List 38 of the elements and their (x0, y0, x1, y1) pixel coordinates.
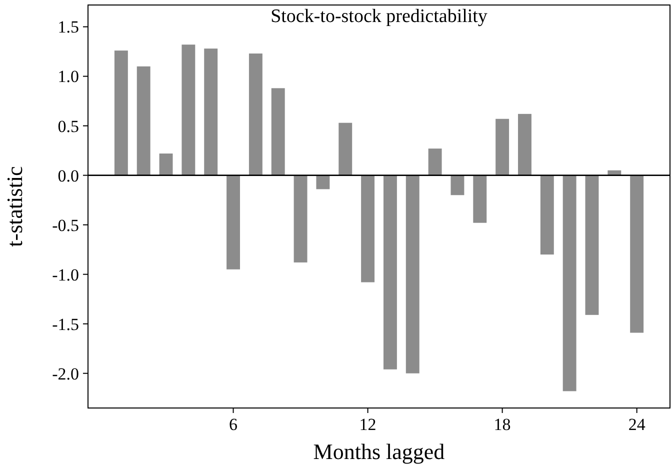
y-tick-label: 1.0 (58, 67, 79, 86)
chart-title: Stock-to-stock predictability (270, 6, 488, 27)
y-tick-label: -0.5 (52, 216, 79, 235)
bar (383, 175, 397, 370)
bar (114, 50, 128, 176)
y-tick-label: -1.5 (52, 314, 79, 334)
bar (136, 66, 150, 176)
bar (585, 175, 599, 315)
bar (406, 175, 420, 374)
y-tick-label: -2.0 (52, 364, 79, 384)
bar (316, 175, 330, 190)
bar (271, 88, 285, 176)
bar (248, 54, 262, 176)
bar (204, 48, 218, 176)
bar (540, 175, 554, 255)
bar (473, 175, 487, 223)
bar (182, 44, 196, 176)
bar (226, 175, 240, 270)
y-tick-label: 0.5 (58, 116, 79, 136)
bar (496, 118, 510, 176)
bar (294, 175, 308, 262)
x-tick-label: 18 (494, 415, 511, 434)
x-tick-label: 12 (359, 415, 376, 434)
y-tick-label: 1.5 (58, 18, 79, 37)
bar (428, 148, 442, 176)
bar (159, 154, 173, 176)
y-axis-title: t-statistic (2, 166, 27, 247)
bar (562, 175, 576, 392)
bar (338, 122, 352, 176)
bar (450, 175, 464, 196)
bar (518, 114, 532, 176)
bar (361, 175, 375, 282)
x-tick-label: 6 (229, 415, 238, 434)
y-tick-label: 0.0 (58, 166, 79, 186)
x-tick-label: 24 (628, 415, 646, 434)
y-tick-label: -1.0 (52, 265, 79, 284)
bar (630, 175, 644, 333)
x-axis-title: Months lagged (313, 439, 445, 464)
